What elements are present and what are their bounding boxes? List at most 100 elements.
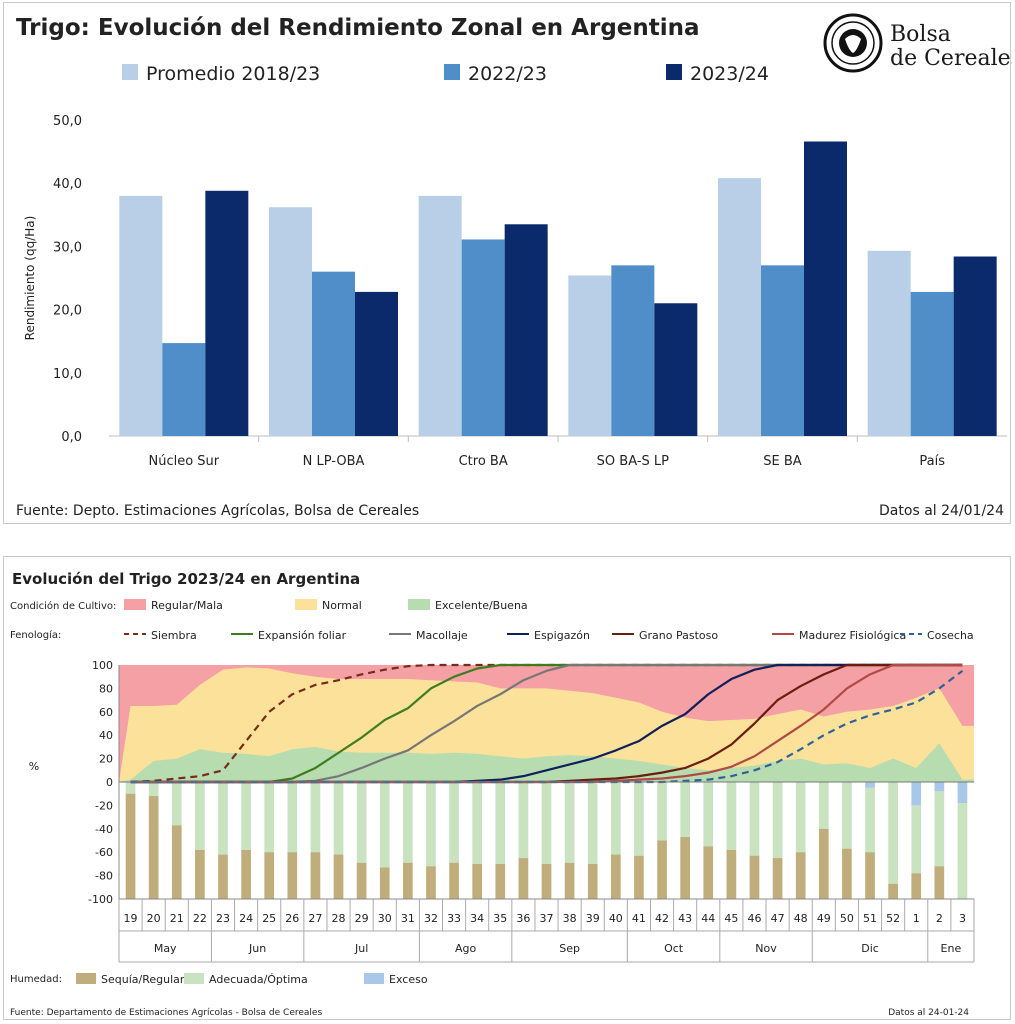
humidity-bar-sequia-25 (703, 846, 714, 899)
humidity-bar-adecuada-11 (379, 782, 390, 868)
week-label: 37 (540, 912, 554, 925)
week-label: 46 (747, 912, 761, 925)
humidity-bar-sequia-27 (749, 855, 760, 899)
humidity-bar-adecuada-4 (218, 782, 228, 855)
logo-text-line2: de Cereales (890, 46, 1012, 71)
humidity-bar-adecuada-8 (310, 782, 321, 853)
week-label: 38 (563, 912, 577, 925)
bar-2-0 (418, 195, 462, 436)
humidity-bar-sequia-26 (726, 849, 737, 899)
humidity-bar-exceso-32 (865, 782, 875, 788)
humidity-bar-sequia-14 (449, 862, 459, 899)
phenology-label-5: Madurez Fisiológica (799, 629, 906, 642)
humidity-bar-adecuada-34 (911, 805, 922, 874)
humidity-bar-adecuada-7 (287, 782, 298, 853)
bar-3-0 (568, 275, 612, 436)
humidity-bar-sequia-8 (310, 852, 321, 899)
x-category-label: N LP-OBA (303, 454, 365, 469)
humidity-bar-sequia-35 (934, 866, 945, 899)
condition-swatch-0 (124, 599, 146, 610)
humidity-bar-sequia-10 (356, 862, 367, 899)
yield-legend: Promedio 2018/23 2022/23 2023/24 (122, 63, 769, 85)
y-tick-label: 60 (99, 706, 113, 719)
week-label: 28 (332, 912, 346, 925)
humidity-bar-adecuada-14 (449, 782, 459, 863)
yield-date-note: Datos al 24/01/24 (879, 503, 1004, 519)
area-excelente-buena (119, 743, 974, 782)
bolsa-seal-icon (823, 13, 883, 73)
evolution-plot-area (119, 663, 974, 899)
evolution-legend: Regular/Mala Normal Excelente/Buena Siembra… (76, 599, 974, 986)
y-tick-label: 20,0 (53, 304, 82, 319)
bar-0-2 (205, 190, 249, 436)
week-label: 35 (493, 912, 507, 925)
humidity-bar-adecuada-25 (703, 782, 714, 847)
y-tick-label: -40 (95, 823, 113, 836)
evolution-date-note: Datos al 24-01-24 (888, 1008, 969, 1018)
humidity-bar-sequia-5 (241, 849, 251, 899)
week-label: 19 (124, 912, 138, 925)
humidity-bar-sequia-9 (333, 854, 344, 899)
bar-2-2 (504, 224, 548, 436)
humidity-bar-sequia-13 (426, 866, 436, 899)
y-tick-label: 10,0 (53, 367, 82, 382)
week-label: 29 (355, 912, 369, 925)
month-label: Jun (248, 942, 266, 955)
humidity-bar-adecuada-5 (241, 782, 251, 850)
condition-label-0: Regular/Mala (151, 599, 223, 612)
month-label: Sep (559, 942, 580, 955)
condition-label-2: Excelente/Buena (435, 599, 528, 612)
humidity-bar-adecuada-23 (657, 782, 667, 841)
humidity-swatch-1 (184, 973, 204, 984)
humidity-bar-sequia-30 (818, 828, 829, 899)
y-axis-title: % (29, 760, 39, 773)
week-label: 49 (817, 912, 831, 925)
y-tick-label: 0,0 (61, 430, 82, 445)
humidity-bar-adecuada-28 (772, 782, 783, 859)
humidity-bar-sequia-22 (634, 855, 644, 899)
humidity-label-2: Exceso (389, 973, 428, 986)
week-label: 21 (170, 912, 184, 925)
week-label: 50 (840, 912, 854, 925)
humidity-bar-sequia-33 (888, 883, 898, 899)
week-label: 45 (724, 912, 738, 925)
week-label: 42 (655, 912, 669, 925)
month-label: Ago (455, 942, 477, 955)
humidity-bar-adecuada-9 (333, 782, 344, 855)
humidity-bar-sequia-29 (795, 852, 806, 899)
humidity-bar-sequia-15 (472, 863, 483, 899)
week-label: 3 (959, 912, 966, 925)
y-tick-label: 40 (99, 729, 113, 742)
humidity-bar-adecuada-10 (356, 782, 367, 863)
phenology-label-2: Macollaje (416, 629, 468, 642)
humidity-bar-adecuada-36 (957, 803, 968, 899)
humidity-bar-sequia-11 (379, 867, 390, 899)
week-label: 51 (863, 912, 877, 925)
week-label: 44 (701, 912, 715, 925)
humidity-bar-adecuada-2 (171, 782, 182, 826)
week-label: 1 (913, 912, 920, 925)
x-category-label: Ctro BA (459, 454, 508, 469)
condition-legend-label: Condición de Cultivo: (10, 600, 116, 612)
month-label: Dic (861, 942, 879, 955)
week-label: 25 (262, 912, 276, 925)
humidity-bar-sequia-4 (218, 854, 228, 899)
humidity-bar-sequia-16 (495, 863, 506, 899)
phenology-label-0: Siembra (151, 629, 197, 642)
y-tick-label: 30,0 (53, 240, 82, 255)
humidity-bar-sequia-0 (125, 793, 136, 899)
y-tick-label: 50,0 (53, 114, 82, 129)
legend-swatch-2 (666, 64, 682, 80)
week-label: 34 (470, 912, 484, 925)
legend-label-0: Promedio 2018/23 (146, 63, 320, 85)
humidity-bar-sequia-32 (865, 852, 875, 899)
logo-text-line1: Bolsa (890, 22, 951, 47)
bar-3-2 (654, 303, 698, 436)
week-label: 27 (308, 912, 322, 925)
humidity-bar-exceso-35 (934, 782, 945, 792)
y-tick-label: -20 (95, 799, 113, 812)
humidity-bar-sequia-21 (610, 854, 621, 899)
humidity-swatch-2 (364, 973, 384, 984)
y-tick-label: 20 (99, 753, 113, 766)
bar-4-0 (718, 178, 761, 437)
